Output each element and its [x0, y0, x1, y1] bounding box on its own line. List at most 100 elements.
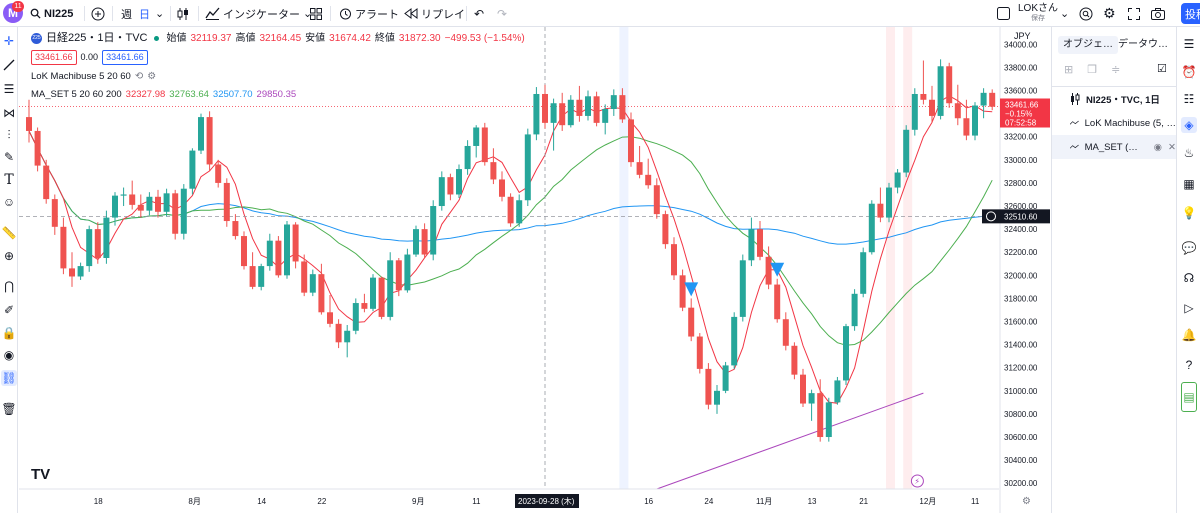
chats-button[interactable]: 💬 — [1181, 240, 1197, 256]
layers-icon[interactable]: ≑ — [1111, 64, 1121, 76]
interval-day-button[interactable]: 日 — [139, 8, 150, 21]
crosshair-tool[interactable]: ✛ — [1, 33, 17, 49]
calendar-button[interactable]: ▦ — [1181, 176, 1197, 192]
symbol-search[interactable]: NI225 — [30, 4, 73, 23]
chart-legend: 225 日経225・1日・TVC 始値 32119.37 高値 32164.45 安… — [31, 32, 525, 101]
emoji-tool[interactable]: ☺ — [1, 194, 17, 210]
gear-icon[interactable]: ⚙ — [1022, 496, 1031, 507]
fullscreen-button[interactable] — [1128, 4, 1140, 23]
candle — [112, 192, 118, 226]
sell-price[interactable]: 33461.66 — [31, 50, 77, 65]
candle — [877, 187, 884, 223]
price-chart[interactable]: JPY34000.0033800.0033600.0033400.0033200… — [19, 27, 1050, 513]
candle-body — [825, 402, 832, 438]
snapshot-button[interactable] — [1151, 4, 1165, 23]
ma-legend-row[interactable]: MA_SET 5 20 60 200 32327.98 32763.64 325… — [31, 88, 525, 101]
tab-data-window[interactable]: データウ… — [1118, 39, 1168, 50]
candle-body — [146, 196, 153, 211]
candle — [550, 98, 557, 151]
alert-button[interactable]: アラート — [339, 4, 399, 23]
object-row-lok[interactable]: LoK Machibuse (5, … — [1052, 111, 1176, 135]
eye-icon[interactable]: ◉ — [1153, 141, 1163, 153]
streams-button[interactable]: ☊ — [1181, 270, 1197, 286]
trendline-tool[interactable] — [1, 57, 17, 73]
hide-drawings-tool[interactable]: ◉ — [1, 347, 17, 363]
magnet-tool[interactable]: ⋂ — [1, 278, 17, 294]
watchlist-button[interactable]: ☰ — [1181, 36, 1197, 52]
chart-type-button[interactable] — [177, 4, 189, 23]
crosshair-price-box — [982, 209, 1050, 224]
price-tick: 31400.00 — [1004, 341, 1038, 350]
chart-pane[interactable]: JPY34000.0033800.0033600.0033400.0033200… — [19, 27, 1050, 513]
candle — [241, 231, 247, 270]
lock-drawings-tool[interactable]: 🔒 — [1, 325, 17, 341]
play-button[interactable]: ▷ — [1181, 300, 1197, 316]
compare-button[interactable] — [91, 4, 105, 23]
object-tree-button[interactable]: ☷ — [1181, 91, 1197, 107]
indicators-button[interactable]: インジケーター ⌄ — [205, 4, 312, 23]
copy-icon[interactable]: ❐ — [1087, 64, 1098, 76]
last-price-box — [1000, 98, 1050, 128]
replay-button[interactable]: リプレイ — [404, 4, 465, 23]
candle-body — [499, 179, 505, 197]
layout-name[interactable]: LOKさん 保存 — [1018, 3, 1059, 23]
remove-drawings-tool[interactable]: 🗑 — [1, 401, 17, 417]
price-tick: 32600.00 — [1004, 202, 1038, 211]
trading-panel-button[interactable]: ▤ — [1181, 382, 1197, 412]
interval-week-button[interactable]: 週 — [121, 8, 132, 21]
measure-tool[interactable]: 📏 — [1, 225, 17, 241]
pattern-icon: ⋈ — [3, 106, 15, 120]
layout-button[interactable] — [310, 4, 322, 23]
buy-price[interactable]: 33461.66 — [102, 50, 148, 65]
candle-body — [370, 277, 376, 309]
close-icon[interactable]: ✕ — [1168, 141, 1176, 153]
quick-search-button[interactable] — [1079, 4, 1093, 23]
layers-button[interactable]: ◈ — [1181, 117, 1197, 133]
undo-button[interactable]: ↶ — [474, 4, 484, 23]
candle — [129, 180, 136, 210]
redo-button[interactable]: ↷ — [497, 4, 507, 23]
interval-dropdown[interactable]: ⌄ — [155, 4, 164, 23]
fib-tool[interactable]: ☰ — [1, 81, 17, 97]
candle-body — [886, 187, 892, 218]
indicator-legend-row[interactable]: LoK Machibuse 5 20 60 ⟲ ⚙ — [31, 70, 525, 83]
hotlist-button[interactable]: ♨ — [1181, 145, 1197, 161]
forecast-tool[interactable]: ⫶ — [1, 127, 17, 143]
candle-body — [266, 240, 273, 267]
pattern-tool[interactable]: ⋈ — [1, 105, 17, 121]
tab-objects[interactable]: オブジェ… — [1058, 36, 1118, 54]
zoom-tool[interactable]: ⊕ — [1, 248, 17, 264]
layout-dropdown[interactable]: ⌄ — [1060, 4, 1069, 23]
folder-add-icon[interactable]: ⊞ — [1064, 64, 1074, 76]
publish-button[interactable]: 投稿 — [1181, 3, 1200, 24]
candle-body — [989, 92, 996, 107]
candle — [808, 389, 815, 421]
brush-tool[interactable]: ✎ — [1, 149, 17, 165]
alerts-button[interactable]: ⏰ — [1181, 64, 1197, 80]
checklist-icon[interactable]: ☑ — [1157, 63, 1167, 75]
ideas-button[interactable]: 💡 — [1181, 205, 1197, 221]
candle — [421, 223, 428, 258]
object-row-series[interactable]: NI225・TVC, 1日 — [1052, 87, 1176, 111]
help-button[interactable]: ? — [1181, 357, 1197, 373]
layout-save-button[interactable] — [997, 4, 1010, 23]
notifications-button[interactable]: 🔔 — [1181, 327, 1197, 343]
candle-body — [172, 193, 179, 234]
settings-button[interactable]: ⚙ — [1103, 4, 1116, 23]
candle-body — [395, 260, 402, 291]
candle — [189, 148, 196, 195]
object-row-maset[interactable]: MA_SET (… ◉ ✕ — [1052, 135, 1176, 159]
sync-drawings-tool[interactable]: ⛓ — [1, 370, 17, 386]
candle — [292, 222, 299, 269]
candle — [894, 169, 901, 194]
series-legend-row[interactable]: 225 日経225・1日・TVC 始値 32119.37 高値 32164.45 安… — [31, 32, 525, 44]
candle — [327, 294, 333, 328]
candle — [688, 298, 695, 342]
candle — [34, 127, 41, 172]
text-tool[interactable]: T — [1, 172, 17, 188]
settings-icon: ⚙ — [147, 71, 157, 82]
candle-body — [112, 195, 118, 218]
candle — [516, 194, 523, 227]
stay-drawing-tool[interactable]: ✐ — [1, 302, 17, 318]
candles-icon — [1071, 93, 1080, 105]
